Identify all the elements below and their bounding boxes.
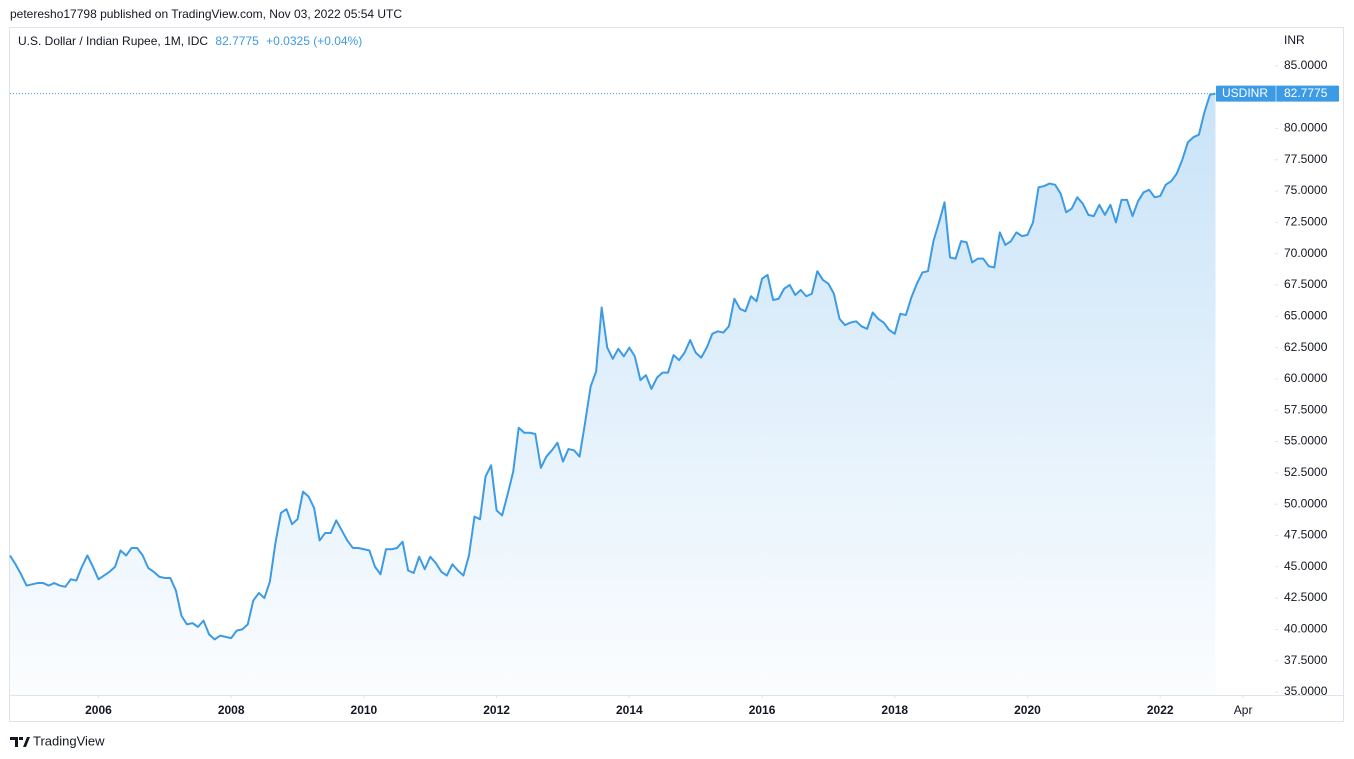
y-tick-label: 85.0000 <box>1284 58 1328 72</box>
y-tick-label: 75.0000 <box>1284 183 1328 197</box>
x-tick-label: 2010 <box>351 703 378 717</box>
price-tag-name: USDINR <box>1222 86 1268 100</box>
y-tick-label: 42.5000 <box>1284 590 1328 604</box>
publish-info: peteresho17798 published on TradingView.… <box>10 7 402 21</box>
x-tick-label: 2018 <box>881 703 908 717</box>
brand-logo <box>10 737 30 747</box>
x-tick-label: 2020 <box>1014 703 1041 717</box>
y-tick-label: 37.5000 <box>1284 653 1328 667</box>
y-tick-label: 45.0000 <box>1284 559 1328 573</box>
y-tick-label: 50.0000 <box>1284 496 1328 510</box>
price-line <box>9 92 1216 641</box>
price-tag <box>1216 85 1339 102</box>
y-tick-label: 35.0000 <box>1284 684 1328 698</box>
chart-frame <box>9 27 1344 722</box>
x-tick-label: 2022 <box>1147 703 1174 717</box>
y-tick-label: 52.5000 <box>1284 465 1328 479</box>
y-tick-label: 67.5000 <box>1284 277 1328 291</box>
y-tick-label: 60.0000 <box>1284 371 1328 385</box>
y-tick-label: 77.5000 <box>1284 152 1328 166</box>
y-tick-label: 65.0000 <box>1284 308 1328 322</box>
y-axis-label: INR <box>1284 33 1305 47</box>
y-tick-label: 70.0000 <box>1284 246 1328 260</box>
y-tick-label: 80.0000 <box>1284 121 1328 135</box>
x-tick-label: 2012 <box>483 703 510 717</box>
y-tick-label: 72.5000 <box>1284 215 1328 229</box>
legend: U.S. Dollar / Indian Rupee, 1M, IDC 82.7… <box>18 34 362 48</box>
legend-price: 82.7775 <box>215 34 259 48</box>
x-tick-label: 2008 <box>218 703 245 717</box>
x-tick-label: Apr <box>1234 703 1253 717</box>
y-tick-label: 47.5000 <box>1284 528 1328 542</box>
chart-title: U.S. Dollar / Indian Rupee, 1M, IDC <box>18 34 208 48</box>
x-tick-label: 2014 <box>616 703 643 717</box>
x-tick-label: 2016 <box>749 703 776 717</box>
price-tag-value: 82.7775 <box>1284 86 1328 100</box>
y-tick-label: 62.5000 <box>1284 340 1328 354</box>
y-tick-label: 57.5000 <box>1284 402 1328 416</box>
x-tick-label: 2006 <box>85 703 112 717</box>
y-tick-label: 55.0000 <box>1284 434 1328 448</box>
y-tick-label: 40.0000 <box>1284 622 1328 636</box>
legend-change: +0.0325 (+0.04%) <box>266 34 362 48</box>
brand: TradingView <box>33 733 105 748</box>
area-fill <box>10 93 1216 695</box>
